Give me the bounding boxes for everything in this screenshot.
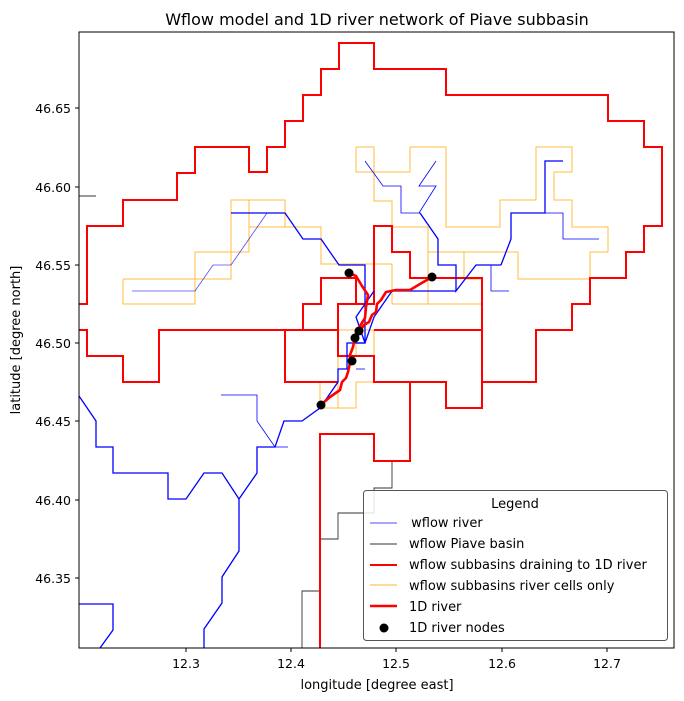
x-tick-label: 12.7 bbox=[593, 656, 621, 671]
legend-label: wflow subbasins river cells only bbox=[409, 579, 615, 594]
legend-label: 1D river nodes bbox=[409, 621, 505, 636]
y-tick-label: 46.55 bbox=[35, 258, 71, 273]
x-tick-label: 12.6 bbox=[488, 656, 516, 671]
legend-label: wflow river bbox=[407, 516, 483, 531]
subbasins-outline bbox=[79, 42, 663, 648]
y-tick-label: 46.65 bbox=[35, 101, 71, 116]
river-nodes bbox=[316, 268, 437, 410]
piave-basin-outline bbox=[79, 195, 393, 648]
y-axis: 46.35 46.40 46.45 46.50 46.55 46.60 46.6… bbox=[9, 101, 79, 586]
map-layers bbox=[79, 42, 663, 648]
river-1d bbox=[320, 271, 433, 406]
legend-label: wflow subbasins draining to 1D river bbox=[409, 558, 647, 573]
y-tick-label: 46.45 bbox=[35, 414, 71, 429]
y-axis-label: latitude [degree north] bbox=[9, 266, 24, 415]
x-axis-label: longitude [degree east] bbox=[300, 678, 453, 693]
legend-title: Legend bbox=[491, 497, 539, 512]
y-tick-label: 46.60 bbox=[35, 180, 71, 195]
x-axis: 12.3 12.4 12.5 12.6 12.7 longitude [degr… bbox=[172, 648, 621, 693]
y-tick-label: 46.35 bbox=[35, 571, 71, 586]
plot-frame bbox=[78, 31, 675, 649]
node-marker-icon bbox=[379, 623, 389, 633]
x-tick-label: 12.5 bbox=[382, 656, 410, 671]
x-tick-label: 12.3 bbox=[172, 656, 200, 671]
legend-label: wflow Piave basin bbox=[409, 537, 524, 552]
legend: Legend wflow river wflow Piave basin wfl… bbox=[363, 490, 668, 641]
y-tick-label: 46.40 bbox=[35, 493, 71, 508]
chart-title: Wflow model and 1D river network of Piav… bbox=[165, 10, 589, 29]
legend-label: 1D river bbox=[409, 600, 462, 615]
y-tick-label: 46.50 bbox=[35, 336, 71, 351]
x-tick-label: 12.4 bbox=[277, 656, 305, 671]
